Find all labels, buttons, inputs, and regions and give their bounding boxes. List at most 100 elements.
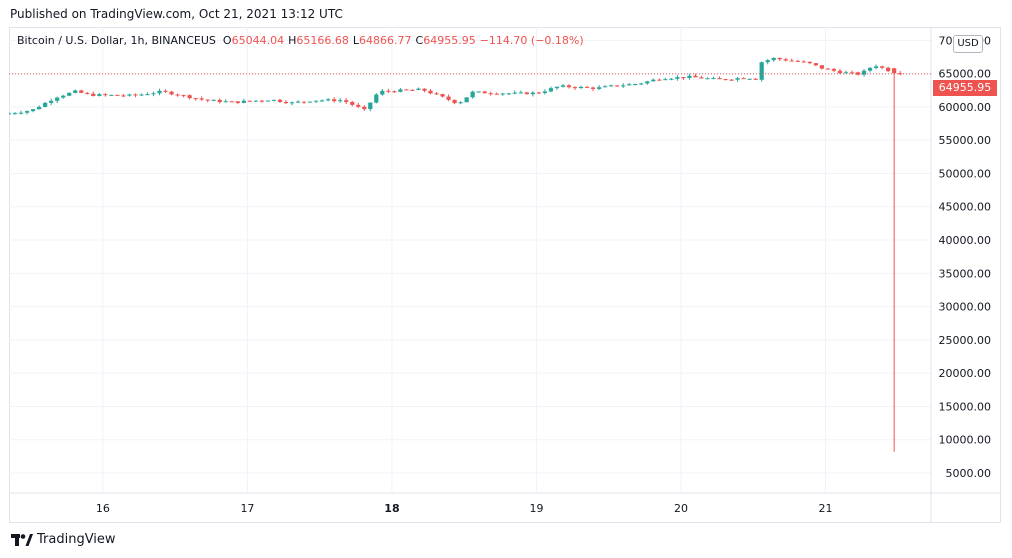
candle-up[interactable]: [416, 88, 421, 90]
candle-up[interactable]: [30, 109, 36, 112]
candle-up[interactable]: [67, 92, 72, 96]
candle-down[interactable]: [584, 86, 590, 88]
candle-down[interactable]: [199, 98, 204, 100]
candle-down[interactable]: [825, 68, 831, 70]
candle-down[interactable]: [404, 89, 409, 91]
candle-up[interactable]: [735, 78, 740, 80]
candle-up[interactable]: [313, 100, 319, 102]
candle-down[interactable]: [482, 91, 487, 94]
candle-down[interactable]: [879, 66, 885, 68]
candle-down[interactable]: [615, 85, 620, 87]
candle-down[interactable]: [681, 77, 686, 79]
candle-up[interactable]: [326, 99, 331, 101]
candle-down[interactable]: [446, 96, 451, 100]
candle-down[interactable]: [422, 88, 427, 91]
candle-up[interactable]: [211, 99, 216, 101]
candle-up[interactable]: [603, 86, 608, 88]
candle-up[interactable]: [368, 102, 373, 110]
candle-up[interactable]: [578, 86, 584, 88]
currency-button[interactable]: USD: [953, 35, 983, 53]
candle-down[interactable]: [783, 59, 788, 61]
candle-down[interactable]: [169, 91, 174, 95]
candle-up[interactable]: [464, 97, 469, 103]
candle-up[interactable]: [24, 111, 30, 113]
candle-up[interactable]: [458, 102, 463, 104]
candle-down[interactable]: [193, 98, 198, 100]
price-chart[interactable]: 70000.0065000.0060000.0055000.0050000.00…: [9, 27, 1001, 523]
candle-down[interactable]: [344, 100, 349, 102]
candle-up[interactable]: [621, 85, 626, 87]
candle-down[interactable]: [163, 90, 168, 92]
candle-up[interactable]: [157, 90, 162, 94]
candle-down[interactable]: [283, 101, 289, 104]
candle-down[interactable]: [103, 94, 108, 96]
candle-up[interactable]: [560, 85, 566, 87]
candle-down[interactable]: [693, 75, 698, 78]
candle-down[interactable]: [795, 60, 800, 62]
candle-down[interactable]: [590, 87, 596, 89]
candle-down[interactable]: [440, 94, 445, 97]
candle-up[interactable]: [295, 101, 301, 103]
candle-down[interactable]: [332, 99, 337, 102]
candle-down[interactable]: [79, 90, 84, 93]
candle-down[interactable]: [175, 94, 180, 96]
candle-up[interactable]: [18, 112, 24, 114]
candle-up[interactable]: [530, 92, 535, 95]
candle-up[interactable]: [55, 97, 60, 101]
candle-down[interactable]: [807, 61, 812, 64]
candle-up[interactable]: [127, 94, 132, 96]
candle-down[interactable]: [133, 94, 138, 96]
candle-up[interactable]: [669, 78, 674, 80]
candle-down[interactable]: [886, 67, 891, 72]
candle-up[interactable]: [223, 101, 228, 103]
candle-up[interactable]: [596, 87, 602, 89]
candle-up[interactable]: [639, 83, 644, 85]
candle-down[interactable]: [356, 104, 361, 107]
candle-up[interactable]: [61, 95, 66, 98]
candle-down[interactable]: [494, 93, 499, 95]
candle-up[interactable]: [476, 91, 481, 93]
candle-up[interactable]: [36, 106, 42, 110]
candle-down[interactable]: [813, 63, 818, 66]
candle-up[interactable]: [675, 77, 680, 79]
candle-down[interactable]: [229, 101, 234, 103]
candle-up[interactable]: [843, 72, 849, 74]
candle-up[interactable]: [747, 78, 752, 80]
candle-up[interactable]: [12, 113, 18, 115]
candle-up[interactable]: [49, 100, 54, 103]
candle-down[interactable]: [699, 77, 704, 79]
candle-down[interactable]: [301, 101, 307, 103]
candle-up[interactable]: [320, 100, 325, 102]
candle-up[interactable]: [374, 94, 379, 103]
candle-down[interactable]: [723, 79, 728, 81]
candle-up[interactable]: [151, 93, 156, 95]
candle-down[interactable]: [566, 85, 572, 88]
candle-down[interactable]: [410, 89, 415, 91]
candle-up[interactable]: [265, 100, 271, 102]
candle-down[interactable]: [91, 93, 96, 96]
candle-up[interactable]: [43, 102, 48, 107]
candle-down[interactable]: [386, 90, 391, 92]
candle-up[interactable]: [873, 66, 879, 68]
candle-up[interactable]: [663, 79, 668, 81]
candle-up[interactable]: [861, 70, 867, 75]
candle-up[interactable]: [253, 100, 258, 102]
candle-down[interactable]: [801, 61, 806, 63]
candle-up[interactable]: [109, 94, 114, 96]
candle-up[interactable]: [867, 67, 873, 71]
candle-up[interactable]: [97, 94, 102, 96]
candle-up[interactable]: [548, 88, 554, 92]
candle-down[interactable]: [572, 87, 578, 89]
candle-up[interactable]: [512, 92, 517, 94]
candle-up[interactable]: [380, 90, 385, 95]
candle-up[interactable]: [398, 89, 403, 92]
candle-up[interactable]: [506, 93, 511, 95]
candle-down[interactable]: [362, 106, 367, 110]
candle-down[interactable]: [121, 95, 126, 97]
candle-down[interactable]: [819, 65, 824, 69]
candle-up[interactable]: [759, 62, 764, 80]
candle-down[interactable]: [488, 93, 493, 95]
candle-up[interactable]: [633, 84, 638, 86]
candle-down[interactable]: [789, 60, 794, 62]
symbol-title[interactable]: Bitcoin / U.S. Dollar, 1h, BINANCEUS: [17, 34, 216, 47]
